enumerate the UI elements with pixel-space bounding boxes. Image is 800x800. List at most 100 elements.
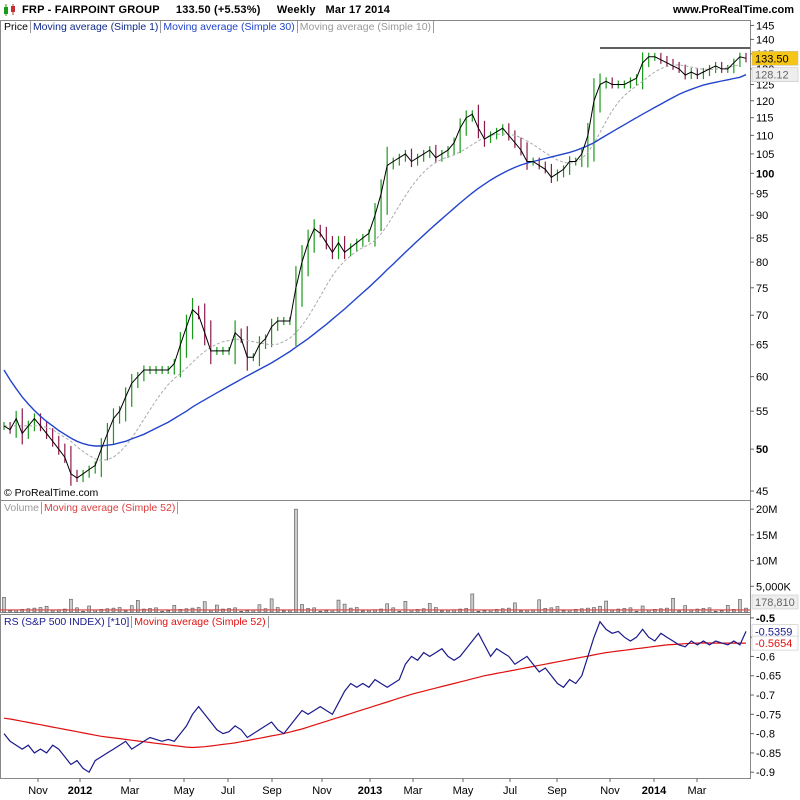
volume-bar bbox=[117, 607, 122, 613]
volume-bar bbox=[281, 610, 286, 613]
volume-legend: Volume Moving average (Simple 52) bbox=[2, 502, 179, 514]
volume-bar bbox=[348, 607, 353, 613]
volume-bar bbox=[233, 607, 237, 613]
volume-bar bbox=[634, 610, 639, 613]
volume-bar bbox=[129, 605, 134, 613]
rs-tick-label: -0.8 bbox=[756, 729, 775, 741]
volume-bar bbox=[555, 606, 560, 613]
volume-bar bbox=[421, 608, 426, 613]
panel-frame bbox=[0, 500, 751, 613]
rs-tick-label: -0.6 bbox=[756, 651, 775, 663]
volume-bar bbox=[561, 610, 566, 613]
volume-bar bbox=[263, 608, 268, 613]
legend-volume[interactable]: Volume bbox=[2, 502, 43, 514]
rs-line bbox=[3, 620, 747, 774]
price-panel bbox=[3, 47, 750, 486]
legend-rs[interactable]: RS (S&P 500 INDEX) [*10] bbox=[2, 616, 133, 628]
date-label: Mar 17 2014 bbox=[325, 4, 391, 16]
volume-bar bbox=[434, 607, 438, 613]
candlestick-icon bbox=[4, 4, 15, 16]
volume-bar bbox=[306, 608, 310, 613]
volume-bar bbox=[288, 610, 292, 613]
ma10-line bbox=[4, 64, 741, 461]
volume-tick-label: 5,000K bbox=[756, 581, 792, 593]
volume-bar bbox=[725, 605, 730, 613]
volume-bar bbox=[397, 610, 402, 613]
legend-volume-ma[interactable]: Moving average (Simple 52) bbox=[42, 502, 179, 514]
legend-ma10[interactable]: Moving average (Simple 10) bbox=[297, 21, 435, 33]
volume-bar bbox=[160, 610, 164, 613]
volume-bar bbox=[324, 610, 329, 613]
volume-tick-label: 15M bbox=[756, 530, 777, 542]
volume-bar bbox=[56, 609, 61, 613]
copyright: © ProRealTime.com bbox=[4, 487, 99, 499]
volume-bar bbox=[628, 607, 633, 613]
volume-bar bbox=[8, 610, 12, 613]
volume-bar bbox=[2, 597, 6, 613]
volume-bar bbox=[592, 607, 596, 613]
rs-ma-tag-box bbox=[751, 635, 799, 651]
volume-bar bbox=[707, 607, 712, 613]
volume-bar bbox=[75, 607, 79, 613]
rs-tick-label: -0.85 bbox=[756, 748, 781, 760]
volume-tick-label: 20M bbox=[756, 504, 777, 516]
price-tick-label: 80 bbox=[756, 257, 768, 269]
volume-bar bbox=[269, 598, 274, 613]
volume-bar bbox=[616, 608, 621, 613]
x-tick-label: Nov bbox=[600, 785, 620, 797]
x-tick-label: May bbox=[174, 785, 195, 797]
volume-bar bbox=[409, 609, 414, 613]
volume-bar bbox=[458, 608, 462, 613]
rs-ma-tag: -0.5654 bbox=[755, 638, 792, 650]
legend-price[interactable]: Price bbox=[2, 21, 31, 33]
volume-bar bbox=[123, 610, 128, 613]
chart-title: FRP - FAIRPOINT GROUP 133.50 (+5.53%) We… bbox=[22, 4, 390, 16]
rs-tick-label: -0.75 bbox=[756, 709, 781, 721]
volume-bar bbox=[573, 609, 578, 613]
volume-bar bbox=[342, 603, 347, 613]
price-tick-label: 70 bbox=[756, 310, 768, 322]
ma30-line bbox=[3, 74, 747, 447]
volume-bar bbox=[440, 610, 444, 613]
volume-bar bbox=[300, 604, 304, 613]
last-price-tag-box bbox=[751, 51, 799, 66]
volume-bar bbox=[659, 608, 663, 613]
volume-bar bbox=[385, 603, 389, 613]
price-tick-label: 65 bbox=[756, 340, 768, 352]
legend-rs-ma[interactable]: Moving average (Simple 52) bbox=[132, 616, 269, 628]
x-tick-label: Mar bbox=[688, 785, 707, 797]
volume-bar bbox=[683, 605, 687, 613]
volume-bar bbox=[537, 599, 542, 613]
volume-bar bbox=[111, 607, 116, 613]
legend-ma30[interactable]: Moving average (Simple 30) bbox=[161, 21, 298, 33]
site-url[interactable]: www.ProRealTime.com bbox=[672, 4, 794, 16]
volume-bar bbox=[464, 608, 469, 613]
volume-bar bbox=[738, 599, 742, 613]
volume-bar bbox=[665, 607, 669, 613]
volume-bar bbox=[640, 605, 645, 613]
x-tick-label: Sep bbox=[547, 785, 567, 797]
volume-bar bbox=[507, 607, 511, 613]
volume-bar bbox=[494, 609, 499, 613]
x-tick-label: 2013 bbox=[358, 785, 382, 797]
price-tick-label: 115 bbox=[756, 113, 774, 125]
x-tick-label: 2012 bbox=[68, 785, 92, 797]
rs-tick-label: -0.5 bbox=[756, 613, 775, 625]
volume-bar bbox=[604, 600, 608, 613]
volume-bar bbox=[148, 608, 152, 613]
volume-bar bbox=[671, 597, 675, 613]
volume-bar bbox=[689, 609, 694, 613]
volume-bar bbox=[567, 609, 572, 613]
x-tick-label: Nov bbox=[312, 785, 332, 797]
price-tick-label: 95 bbox=[756, 189, 768, 201]
volume-bar bbox=[361, 610, 365, 613]
legend-ma1[interactable]: Moving average (Simple 1) bbox=[30, 21, 162, 33]
volume-bar bbox=[586, 607, 590, 613]
price-legend: Price Moving average (Simple 1) Moving ave… bbox=[2, 21, 435, 33]
volume-bar bbox=[446, 610, 450, 613]
volume-bar bbox=[81, 610, 85, 613]
volume-bar bbox=[93, 609, 98, 613]
volume-panel bbox=[0, 508, 750, 613]
volume-bar bbox=[488, 609, 493, 613]
